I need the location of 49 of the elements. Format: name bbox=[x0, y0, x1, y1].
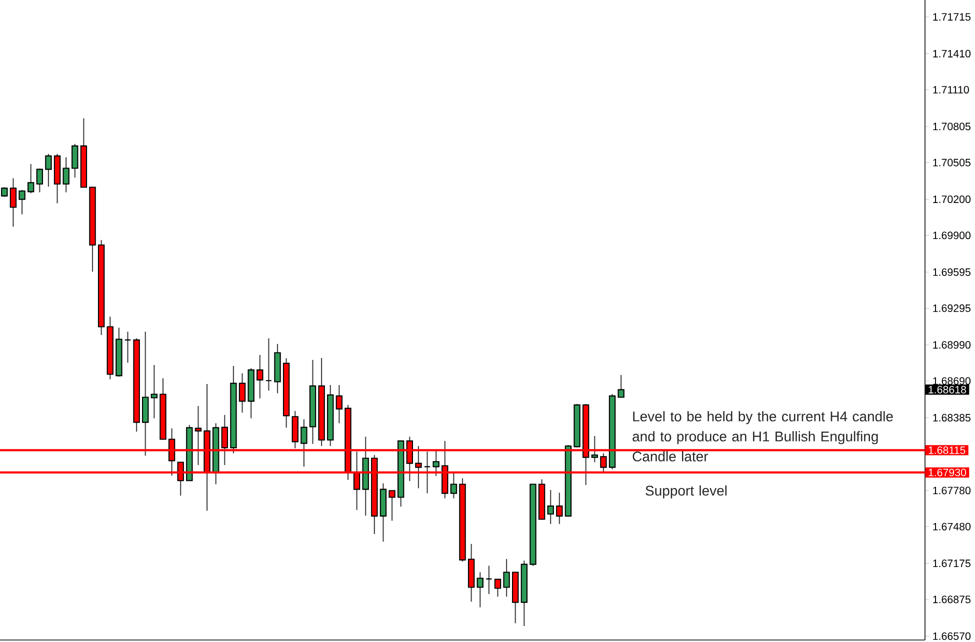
y-tick-label: 1.71110 bbox=[933, 86, 969, 94]
candlestick bbox=[388, 490, 396, 522]
candlestick bbox=[45, 153, 52, 188]
candlestick bbox=[10, 178, 17, 228]
candlestick bbox=[1, 186, 8, 198]
candlestick bbox=[18, 189, 26, 215]
y-tick-label: 1.69295 bbox=[933, 304, 970, 312]
candlestick bbox=[124, 331, 132, 364]
candlestick bbox=[503, 558, 510, 598]
y-tick-label: 1.68385 bbox=[933, 414, 970, 422]
candlestick bbox=[494, 578, 502, 598]
candlestick bbox=[432, 448, 440, 476]
candlestick bbox=[336, 384, 343, 424]
ref-line-label: 1.67930 bbox=[928, 468, 966, 476]
y-tick-label: 1.68990 bbox=[933, 341, 971, 349]
y-tick-label: 1.70200 bbox=[933, 196, 971, 204]
y-tick-label: 1.71715 bbox=[933, 13, 970, 21]
y-tick-label: 1.66875 bbox=[933, 596, 970, 604]
candlestick bbox=[62, 156, 70, 193]
y-tick-label: 1.71410 bbox=[933, 50, 971, 58]
candlestick bbox=[450, 471, 458, 499]
candlestick bbox=[556, 492, 563, 525]
y-tick-label: 1.68690 bbox=[933, 377, 971, 385]
candlestick bbox=[238, 372, 246, 414]
annotation: Level to be held by the current H4 candle and to produce an H1 Bullish Engulfing Candle later bbox=[632, 411, 893, 462]
candlestick bbox=[476, 572, 484, 608]
y-tick-label: 1.67480 bbox=[933, 522, 971, 530]
candlestick bbox=[150, 364, 158, 419]
y-tick-label: 1.67175 bbox=[933, 560, 970, 568]
candlestick bbox=[72, 143, 78, 178]
annotation: Support level bbox=[646, 485, 727, 498]
text: 1.68618 bbox=[928, 386, 966, 394]
y-tick-label: 1.67780 bbox=[933, 486, 971, 494]
ref-line-label: 1.68115 bbox=[928, 446, 966, 454]
candlestick bbox=[36, 168, 44, 193]
y-tick-label: 1.66570 bbox=[933, 632, 971, 640]
candlestick bbox=[486, 565, 492, 595]
candlestick bbox=[27, 163, 34, 194]
candlestick bbox=[300, 418, 308, 468]
y-tick-label: 1.70505 bbox=[933, 158, 970, 166]
y-tick-label: 1.69595 bbox=[933, 268, 970, 276]
y-tick-label: 1.69900 bbox=[933, 232, 971, 240]
candlestick bbox=[424, 451, 431, 494]
candlestick bbox=[256, 354, 264, 399]
candlestick bbox=[618, 374, 624, 398]
candlestick bbox=[265, 338, 272, 392]
candlestick bbox=[591, 435, 598, 463]
candlestick bbox=[547, 490, 554, 525]
y-tick-label: 1.70805 bbox=[933, 122, 970, 130]
